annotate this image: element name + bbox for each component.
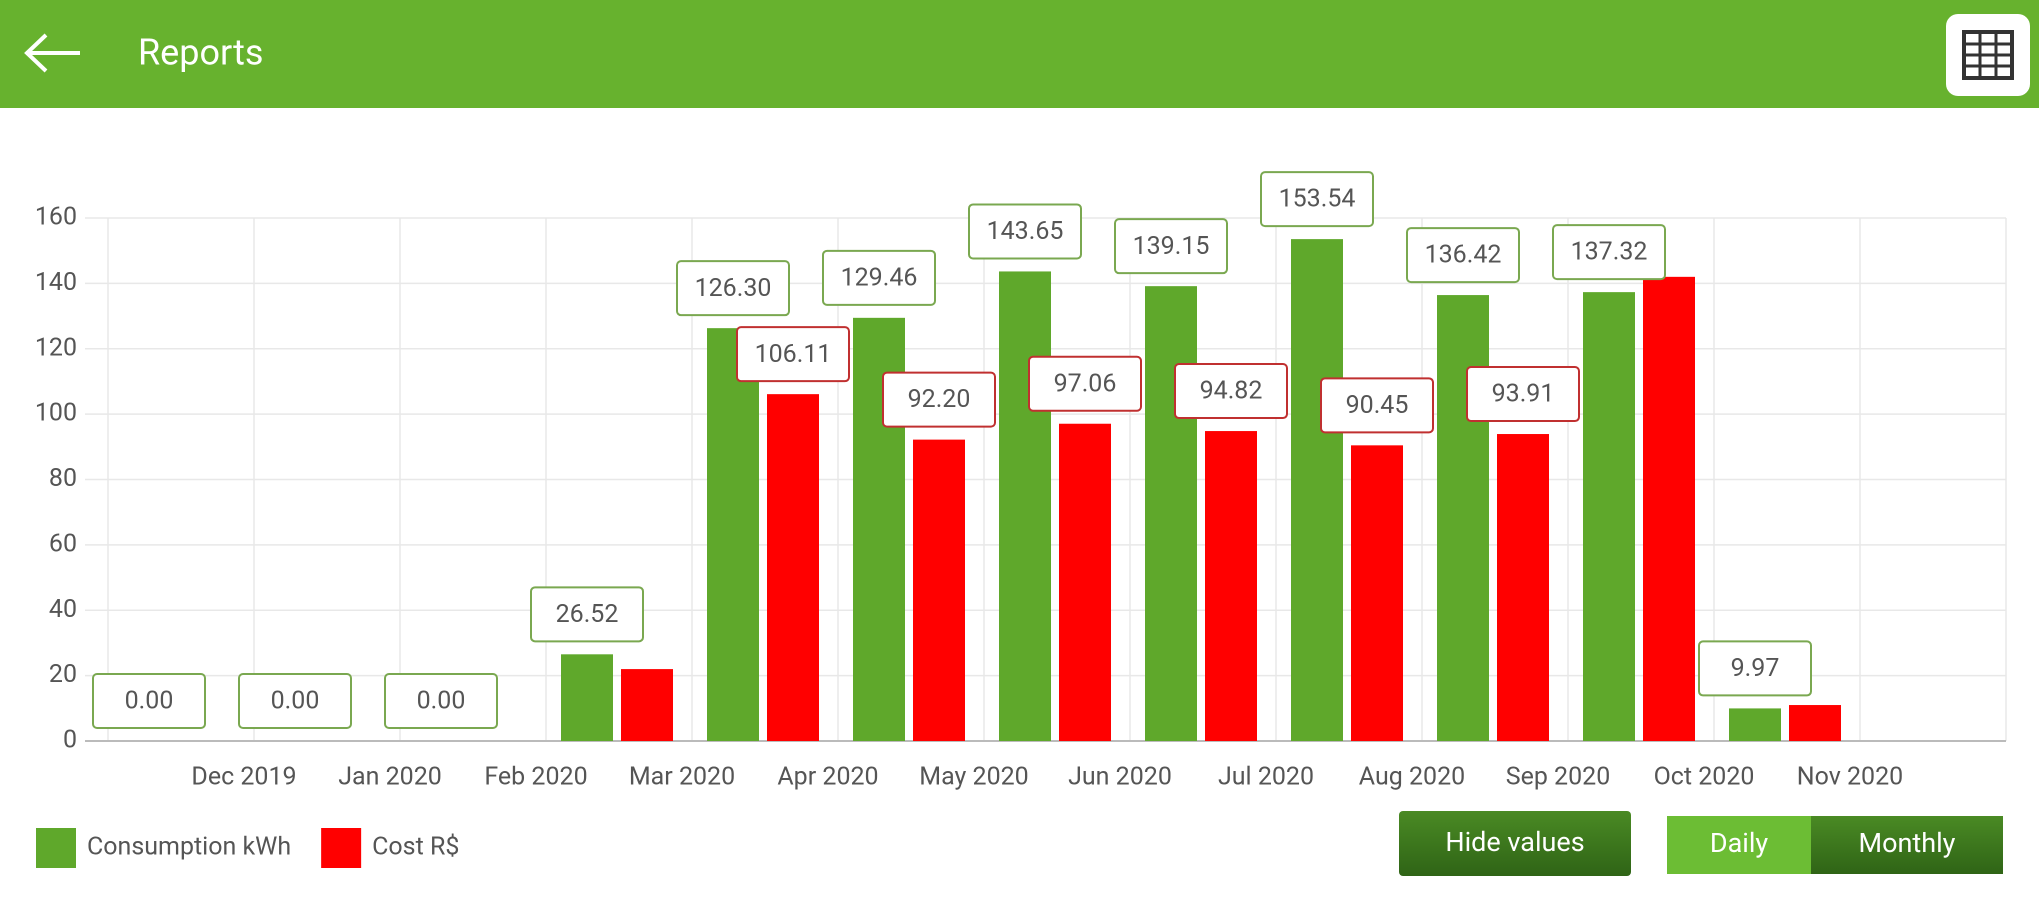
value-label: 92.20 bbox=[908, 385, 971, 414]
legend-swatch bbox=[321, 828, 362, 868]
value-label-box bbox=[1320, 377, 1434, 434]
button-label: Daily bbox=[1710, 827, 1769, 859]
y-tick-label: 140 bbox=[35, 268, 77, 297]
monthly-button[interactable]: Monthly bbox=[1811, 816, 2003, 874]
value-label: 94.82 bbox=[1200, 377, 1263, 406]
value-label-box bbox=[530, 586, 644, 643]
bar bbox=[561, 654, 613, 741]
value-label-box bbox=[1174, 363, 1288, 420]
value-label-box bbox=[384, 673, 498, 729]
value-label: 136.42 bbox=[1425, 241, 1502, 270]
daily-button[interactable]: Daily bbox=[1667, 816, 1812, 874]
x-tick-label: May 2020 bbox=[919, 763, 1028, 792]
back-button[interactable] bbox=[24, 33, 80, 73]
bar bbox=[1059, 423, 1111, 741]
value-label-box bbox=[968, 203, 1082, 260]
bar bbox=[1583, 292, 1635, 741]
x-tick-label: Apr 2020 bbox=[777, 763, 878, 792]
bar bbox=[1145, 286, 1197, 741]
value-label-box bbox=[1552, 224, 1666, 281]
value-label-box bbox=[1698, 640, 1812, 697]
x-tick-label: Dec 2019 bbox=[191, 763, 296, 792]
y-tick-label: 100 bbox=[35, 399, 77, 428]
y-tick-label: 0 bbox=[63, 726, 77, 755]
value-label-box bbox=[1466, 366, 1580, 423]
value-label: 0.00 bbox=[271, 687, 320, 716]
x-tick-label: Jul 2020 bbox=[1218, 763, 1314, 792]
value-label: 26.52 bbox=[556, 600, 619, 629]
value-label-box bbox=[736, 326, 850, 383]
button-label: Hide values bbox=[1445, 826, 1584, 858]
x-tick-label: Sep 2020 bbox=[1506, 763, 1611, 792]
bar bbox=[1351, 445, 1403, 741]
value-label-box bbox=[676, 260, 790, 317]
bar bbox=[1205, 431, 1257, 741]
bar bbox=[1437, 295, 1489, 741]
screen-title: Reports bbox=[138, 32, 263, 74]
value-label: 0.00 bbox=[417, 687, 466, 716]
bar bbox=[1643, 276, 1695, 741]
value-label: 129.46 bbox=[841, 263, 918, 292]
button-label: Monthly bbox=[1859, 827, 1956, 859]
bar bbox=[913, 439, 965, 741]
value-label-box bbox=[1028, 355, 1142, 412]
value-label: 143.65 bbox=[987, 217, 1064, 246]
bar bbox=[1789, 705, 1841, 741]
x-tick-label: Mar 2020 bbox=[629, 763, 735, 792]
table-view-button[interactable] bbox=[1946, 14, 2030, 96]
hide-values-button[interactable]: Hide values bbox=[1399, 811, 1631, 876]
y-tick-label: 160 bbox=[35, 203, 77, 232]
value-label: 126.30 bbox=[695, 274, 772, 303]
y-tick-label: 60 bbox=[49, 529, 77, 558]
value-label-box bbox=[822, 249, 936, 306]
value-label: 137.32 bbox=[1571, 238, 1648, 267]
value-label: 0.00 bbox=[125, 687, 174, 716]
bar bbox=[767, 394, 819, 741]
bar bbox=[707, 328, 759, 741]
legend-label: Consumption kWh bbox=[87, 833, 291, 862]
legend-label: Cost R$ bbox=[372, 833, 459, 862]
x-tick-label: Nov 2020 bbox=[1797, 763, 1903, 792]
value-label-box bbox=[238, 673, 352, 729]
value-label: 106.11 bbox=[755, 340, 832, 369]
value-label-box bbox=[1114, 218, 1228, 275]
bar bbox=[1291, 239, 1343, 741]
value-label-box bbox=[1406, 227, 1520, 284]
y-tick-label: 40 bbox=[49, 595, 77, 624]
y-tick-label: 20 bbox=[49, 660, 77, 689]
value-label: 153.54 bbox=[1279, 185, 1356, 214]
value-label: 97.06 bbox=[1054, 369, 1117, 398]
app-bar bbox=[0, 0, 2039, 108]
bar bbox=[1729, 708, 1781, 741]
value-label: 93.91 bbox=[1492, 380, 1555, 409]
x-tick-label: Jan 2020 bbox=[338, 763, 442, 792]
value-label-box bbox=[882, 371, 996, 428]
value-label: 9.97 bbox=[1731, 654, 1780, 683]
bar bbox=[621, 669, 673, 741]
bar bbox=[999, 271, 1051, 741]
x-tick-label: Aug 2020 bbox=[1359, 763, 1465, 792]
y-tick-label: 120 bbox=[35, 333, 77, 362]
value-label-box bbox=[92, 673, 206, 729]
bar bbox=[1497, 434, 1549, 741]
chart: 0 20 40 60 80 100 120 140 160 Dec 2019 Jan 2020 Feb… bbox=[35, 171, 2007, 868]
value-label: 90.45 bbox=[1346, 391, 1409, 420]
value-label-box bbox=[1260, 171, 1374, 228]
y-tick-label: 80 bbox=[49, 464, 77, 493]
x-tick-label: Feb 2020 bbox=[484, 763, 587, 792]
value-label: 139.15 bbox=[1133, 232, 1210, 261]
x-tick-label: Oct 2020 bbox=[1654, 763, 1755, 792]
legend-swatch bbox=[36, 828, 76, 868]
x-tick-label: Jun 2020 bbox=[1068, 763, 1172, 792]
